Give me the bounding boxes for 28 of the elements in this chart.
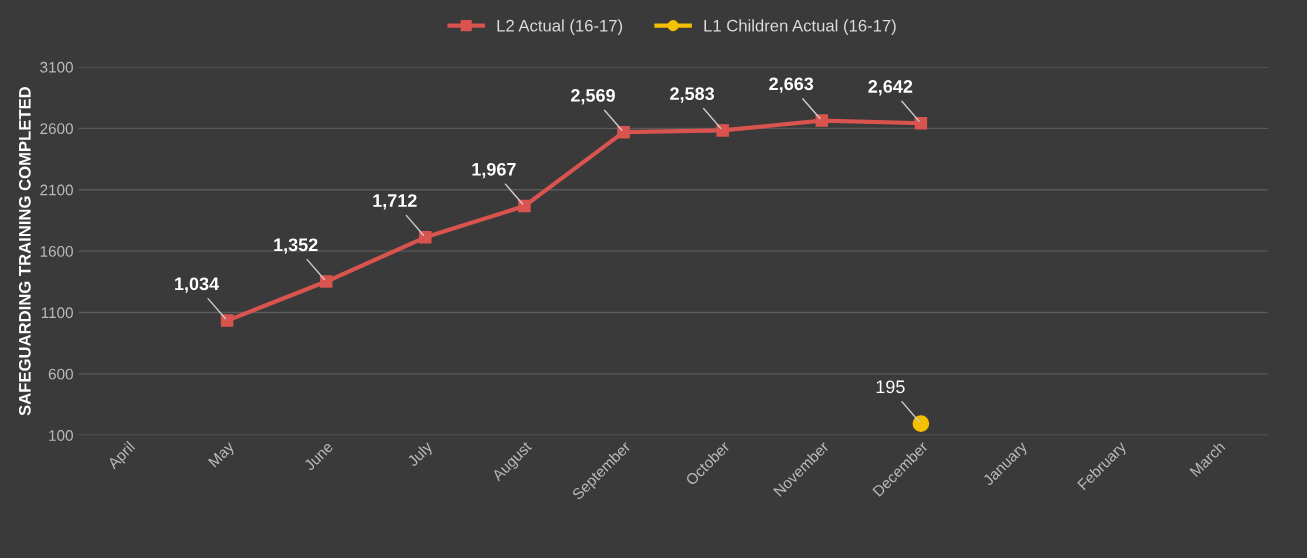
data-label: 2,569 <box>571 88 615 105</box>
y-tick-label: 1600 <box>40 245 73 257</box>
legend-label: L1 Children Actual (16-17) <box>704 19 896 35</box>
data-label: 1,352 <box>274 238 318 254</box>
y-tick-label: 2600 <box>40 123 73 135</box>
legend-label: L2 Actual (16-17) <box>497 19 623 35</box>
point <box>815 114 829 127</box>
data-label: 2,583 <box>670 87 715 103</box>
y-tick-label: 1100 <box>41 307 73 319</box>
data-label: 2,642 <box>868 80 913 96</box>
point <box>319 275 333 288</box>
y-tick-label: 2100 <box>40 184 73 196</box>
y-tick-label: 600 <box>48 368 73 380</box>
point <box>518 199 531 213</box>
y-axis-title: SAFEGUARDING TRAINING COMPLETED <box>18 86 31 416</box>
point <box>617 125 630 139</box>
data-label: 195 <box>876 380 905 394</box>
data-label: 1,712 <box>373 194 417 210</box>
point <box>220 314 234 327</box>
point <box>716 124 729 137</box>
data-label: 2,663 <box>769 77 814 93</box>
data-label: 1,967 <box>472 162 516 179</box>
y-tick-label: 3100 <box>40 61 73 73</box>
point <box>912 415 930 432</box>
y-tick-label: 100 <box>49 430 73 441</box>
x-tick-label: July <box>406 440 436 470</box>
point <box>419 231 432 244</box>
data-label: 1,034 <box>175 277 220 293</box>
